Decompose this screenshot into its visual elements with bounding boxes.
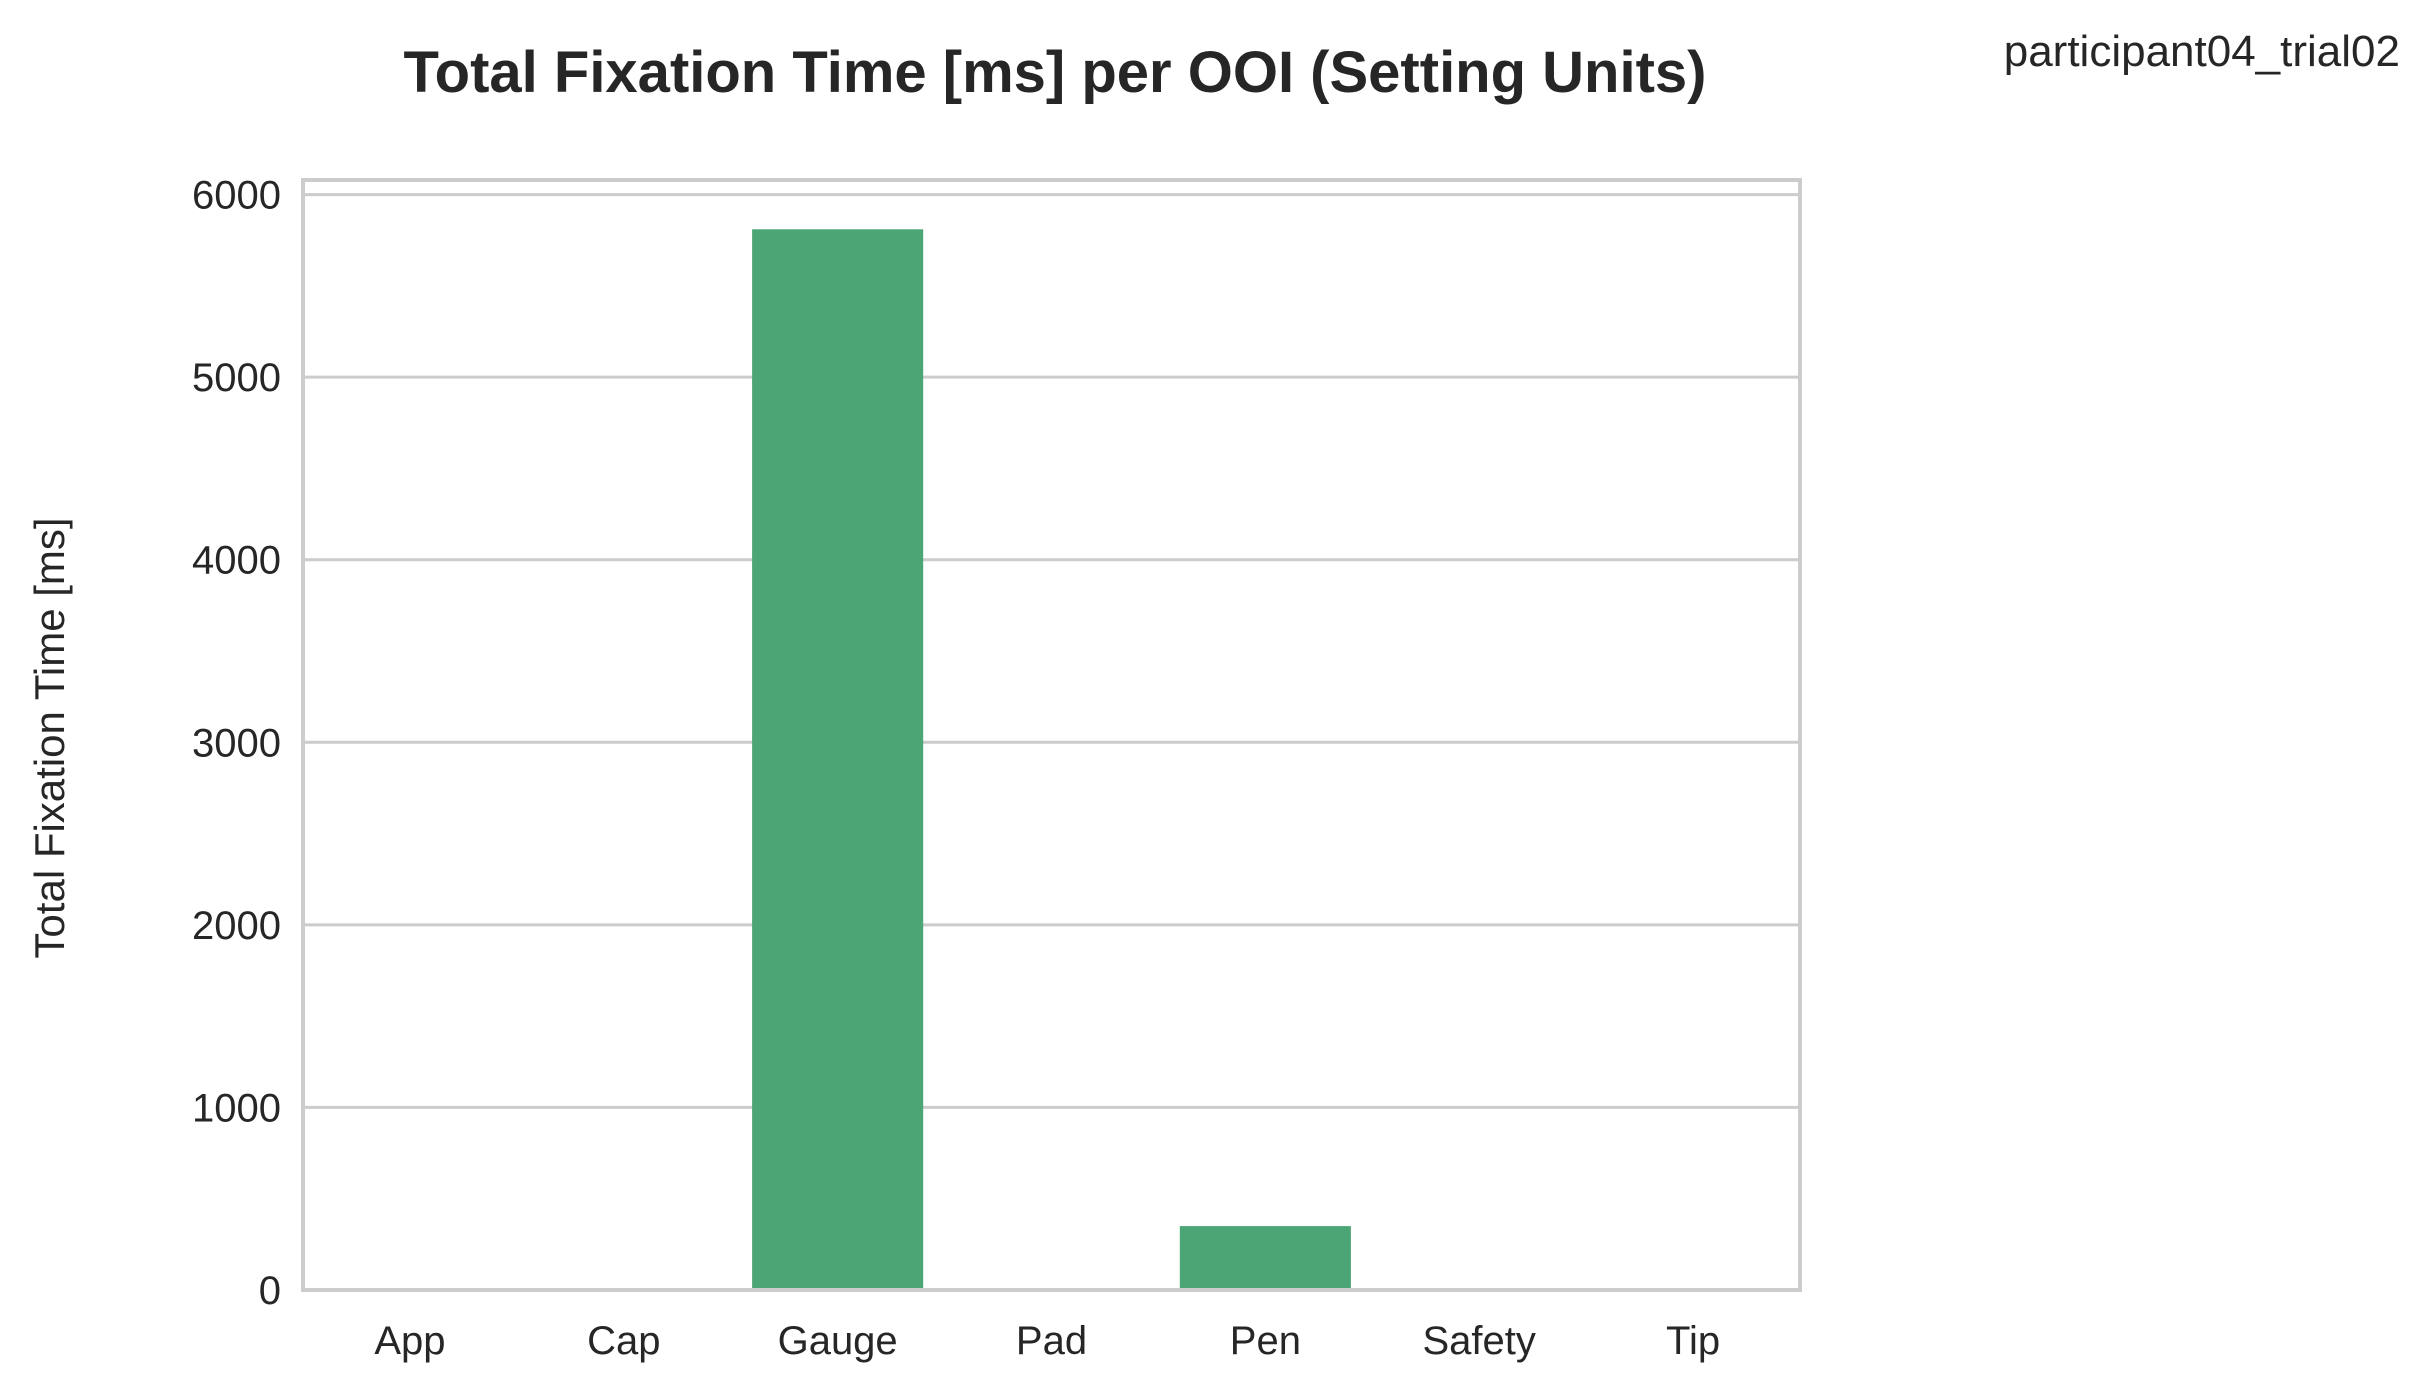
y-axis-label: Total Fixation Time [ms] [26,517,73,958]
bar-pen [1179,1226,1351,1290]
y-tick-label: 2000 [192,904,281,948]
x-tick-label: Pen [1230,1319,1301,1363]
x-tick-label: Tip [1666,1319,1720,1363]
x-tick-label: App [374,1319,445,1363]
plot-border [301,178,1802,1292]
y-tick-label: 5000 [192,356,281,400]
x-tick-label: Gauge [778,1319,898,1363]
trial-label: participant04_trial02 [2004,27,2400,76]
bar-gauge [752,229,924,1291]
y-tick-label: 0 [259,1269,281,1313]
x-tick-label: Cap [587,1319,660,1363]
chart-title: Total Fixation Time [ms] per OOI (Settin… [404,40,1707,105]
y-tick-labels: 0 1000 2000 3000 4000 5000 6000 [192,174,281,1313]
plot-frame [301,178,1802,1292]
x-tick-label: Pad [1016,1319,1087,1363]
y-tick-label: 3000 [192,721,281,765]
y-tick-label: 4000 [192,539,281,583]
gridlines [303,193,1800,1292]
x-tick-label: Safety [1423,1319,1536,1363]
y-tick-label: 1000 [192,1086,281,1130]
bars [752,229,1351,1291]
y-tick-label: 6000 [192,174,281,218]
x-tick-labels: App Cap Gauge Pad Pen Safety Tip [374,1319,1720,1363]
